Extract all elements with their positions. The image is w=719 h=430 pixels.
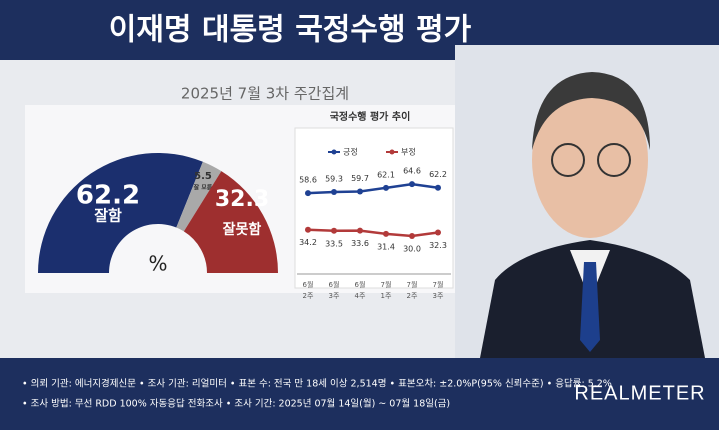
x-tick-label: 7월 1주 bbox=[381, 280, 392, 300]
point bbox=[383, 230, 389, 237]
point-label: 64.6 bbox=[403, 167, 421, 176]
x-tick-label: 7월 2주 bbox=[407, 280, 418, 300]
point-label: 33.6 bbox=[351, 239, 369, 248]
point-label: 59.3 bbox=[325, 175, 343, 184]
legend-label: 부정 bbox=[401, 147, 416, 157]
x-tick-label: 6월 4주 bbox=[355, 280, 366, 300]
point-label: 62.1 bbox=[377, 170, 395, 179]
portrait bbox=[455, 45, 719, 358]
unit-label: % bbox=[148, 252, 167, 276]
legend-dot bbox=[331, 149, 337, 155]
slice-label: 잘못함 bbox=[223, 221, 262, 238]
point bbox=[357, 188, 363, 195]
point-label: 59.7 bbox=[351, 174, 369, 183]
footer-note: • 조사 방법: 무선 RDD 100% 자동응답 전화조사 • 조사 기간: … bbox=[22, 398, 450, 410]
point-label: 30.0 bbox=[403, 245, 421, 254]
point bbox=[435, 229, 441, 236]
point bbox=[435, 184, 441, 191]
point bbox=[409, 233, 415, 239]
legend-dot bbox=[389, 149, 395, 155]
series-line bbox=[307, 228, 439, 238]
pie-slice bbox=[176, 161, 222, 232]
slice-value: 62.2 bbox=[76, 181, 140, 211]
point bbox=[305, 190, 311, 197]
series-line bbox=[307, 182, 439, 195]
x-tick-label: 6월 2주 bbox=[303, 280, 314, 300]
slice-label: 잘함 bbox=[94, 207, 122, 225]
x-tick-label: 7월 3주 bbox=[433, 280, 444, 300]
point bbox=[331, 227, 337, 234]
point bbox=[357, 227, 363, 234]
pie-title: 2025년 7월 3차 주간집계 bbox=[181, 85, 349, 103]
x-tick-label: 6월 3주 bbox=[329, 280, 340, 300]
line-title: 국정수행 평가 추이 bbox=[330, 110, 411, 123]
legend-label: 긍정 bbox=[343, 147, 358, 157]
point bbox=[331, 189, 337, 196]
pie-slice bbox=[183, 171, 278, 273]
point-label: 32.3 bbox=[429, 241, 447, 250]
point bbox=[383, 184, 389, 191]
slice-value: 32.3 bbox=[215, 187, 269, 212]
point-label: 58.6 bbox=[299, 176, 317, 185]
point bbox=[305, 226, 311, 233]
point-label: 33.5 bbox=[325, 239, 343, 248]
point-label: 62.2 bbox=[429, 170, 447, 179]
point-label: 31.4 bbox=[377, 242, 395, 251]
logo: REALMETER bbox=[574, 382, 705, 404]
footer-band bbox=[0, 358, 719, 430]
page-title: 이재명 대통령 국정수행 평가 bbox=[109, 13, 472, 48]
slice-label: 잘 모름 bbox=[194, 184, 213, 192]
footer-note: • 의뢰 기관: 에너지경제신문 • 조사 기관: 리얼미터 • 표본 수: 전… bbox=[22, 378, 612, 390]
slice-value: 5.5 bbox=[194, 171, 212, 182]
point-label: 34.2 bbox=[299, 238, 317, 247]
point bbox=[409, 181, 415, 188]
plot-frame bbox=[294, 127, 454, 289]
pie-slice bbox=[38, 153, 203, 273]
